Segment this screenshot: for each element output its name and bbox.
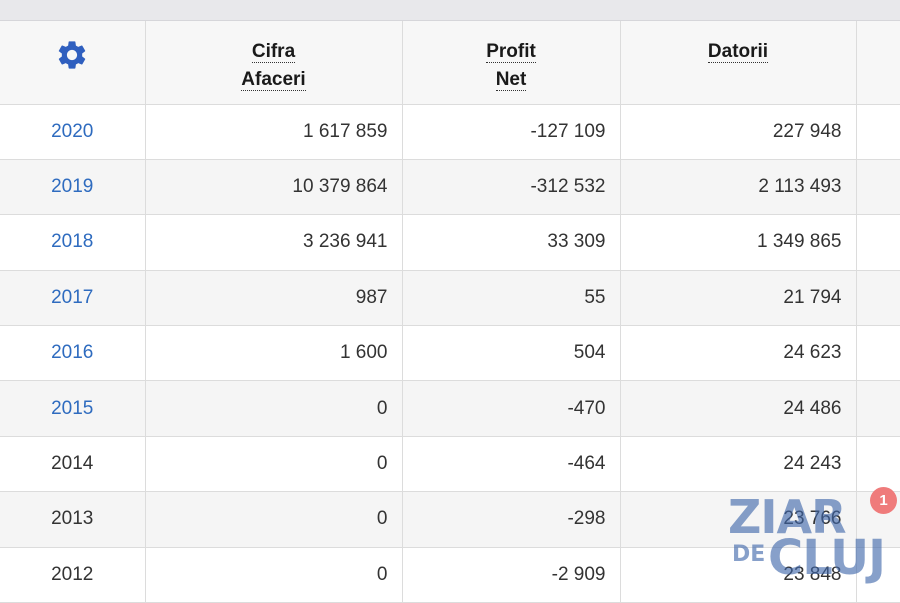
extra-cell [856,270,900,327]
financial-table: Cifra Afaceri Profit Net Datorii 2020 1 … [0,21,900,603]
table-row: 2019 10 379 864 -312 532 2 113 493 [0,159,900,216]
year-link[interactable]: 2015 [51,397,94,419]
table-row: 2014 0 -464 24 243 [0,436,900,493]
profit-net-cell: -470 [402,380,621,437]
datorii-cell: 23 848 [620,547,857,603]
datorii-cell: 2 113 493 [620,159,857,216]
year-label: 2013 [51,508,94,530]
profit-net-cell: -464 [402,436,621,493]
cifra-afaceri-cell: 1 600 [145,325,403,382]
notification-badge[interactable]: 1 [870,487,897,514]
year-cell: 2013 [0,491,146,548]
extra-cell [856,325,900,382]
profit-net-cell: 33 309 [402,214,621,271]
datorii-cell: 24 486 [620,380,857,437]
profit-net-header[interactable]: Profit Net [402,21,621,105]
cifra-afaceri-cell: 1 617 859 [145,104,403,160]
year-link[interactable]: 2020 [51,120,94,142]
cifra-header-line2: Afaceri [241,69,306,91]
table-header-row: Cifra Afaceri Profit Net Datorii [0,21,900,105]
datorii-cell: 1 349 865 [620,214,857,271]
table-row: 2020 1 617 859 -127 109 227 948 [0,104,900,160]
year-link[interactable]: 2016 [51,342,94,364]
cifra-afaceri-cell: 0 [145,436,403,493]
year-cell: 2014 [0,436,146,493]
table-row: 2017 987 55 21 794 [0,270,900,327]
profit-net-cell: -312 532 [402,159,621,216]
datorii-cell: 24 243 [620,436,857,493]
table-row: 2015 0 -470 24 486 [0,380,900,437]
profit-net-cell: 55 [402,270,621,327]
cifra-afaceri-cell: 3 236 941 [145,214,403,271]
cifra-afaceri-cell: 10 379 864 [145,159,403,216]
datorii-header-label: Datorii [707,41,769,63]
year-cell: 2020 [0,104,146,160]
extra-cell [856,547,900,603]
extra-cell [856,104,900,160]
year-cell: 2015 [0,380,146,437]
cifra-afaceri-cell: 987 [145,270,403,327]
year-label: 2012 [51,563,94,585]
cifra-afaceri-cell: 0 [145,380,403,437]
profit-header-line1: Profit [486,41,536,63]
gear-icon[interactable] [55,38,89,72]
cifra-afaceri-cell: 0 [145,547,403,603]
year-cell: 2017 [0,270,146,327]
year-label: 2014 [51,453,94,475]
datorii-cell: 24 623 [620,325,857,382]
year-cell: 2016 [0,325,146,382]
profit-net-cell: 504 [402,325,621,382]
extra-cell [856,380,900,437]
top-toolbar-strip [0,0,900,21]
datorii-cell: 23 766 [620,491,857,548]
year-cell: 2019 [0,159,146,216]
datorii-cell: 227 948 [620,104,857,160]
profit-net-cell: -127 109 [402,104,621,160]
table-row: 2018 3 236 941 33 309 1 349 865 [0,214,900,271]
cifra-header-line1: Cifra [251,41,296,63]
extra-cell [856,159,900,216]
table-row: 2012 0 -2 909 23 848 [0,547,900,603]
profit-net-cell: -2 909 [402,547,621,603]
table-row: 2013 0 -298 23 766 [0,491,900,548]
profit-header-line2: Net [495,69,527,91]
year-cell: 2012 [0,547,146,603]
extra-cell [856,214,900,271]
year-link[interactable]: 2018 [51,231,94,253]
extra-header-cell [856,21,900,105]
year-link[interactable]: 2017 [51,286,94,308]
profit-net-cell: -298 [402,491,621,548]
cifra-afaceri-header[interactable]: Cifra Afaceri [145,21,403,105]
datorii-header[interactable]: Datorii [620,21,857,105]
extra-cell [856,436,900,493]
year-cell: 2018 [0,214,146,271]
table-row: 2016 1 600 504 24 623 [0,325,900,382]
year-link[interactable]: 2019 [51,176,94,198]
cifra-afaceri-cell: 0 [145,491,403,548]
datorii-cell: 21 794 [620,270,857,327]
settings-header-cell[interactable] [0,21,146,105]
